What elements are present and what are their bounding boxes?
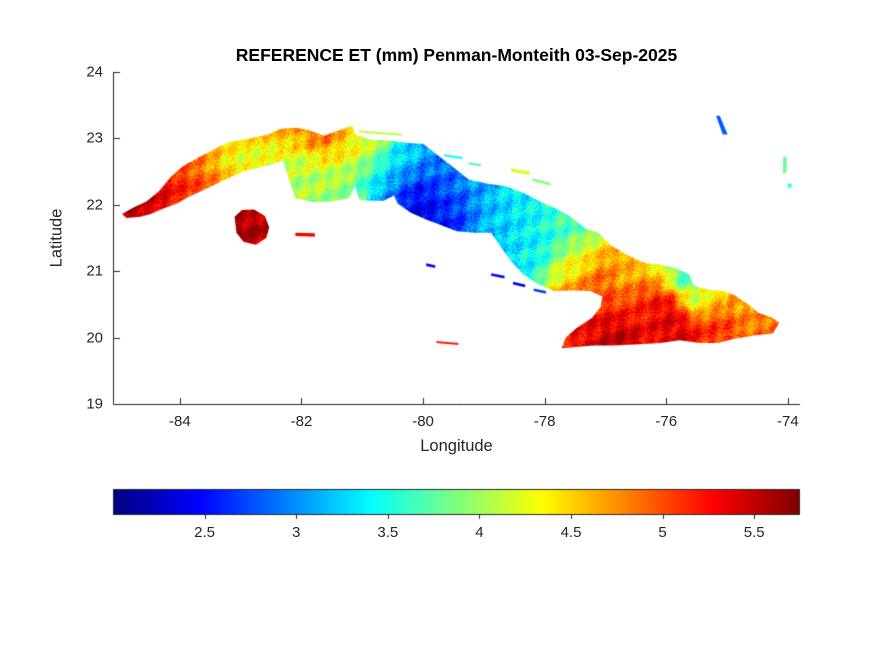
colorbar-tick-label: 5 [658, 524, 667, 541]
x-tick-label: -78 [533, 413, 556, 430]
x-tick-label: -82 [290, 413, 313, 430]
x-tick-label: -84 [169, 413, 191, 430]
x-tick-label: -80 [412, 413, 434, 430]
colorbar-tick-label: 5.5 [743, 524, 765, 541]
colorbar-tick-label: 2.5 [194, 524, 216, 541]
colorbar-tick-label: 4 [475, 524, 484, 541]
colorbar-tick-label: 3.5 [377, 524, 399, 541]
x-tick-label: -74 [776, 413, 799, 430]
y-axis-label: Latitude [47, 208, 66, 268]
colorbar-tick-label: 4.5 [560, 524, 582, 541]
y-tick-label: 21 [86, 262, 103, 280]
y-tick-label: 23 [86, 129, 103, 147]
chart-title: REFERENCE ET (mm) Penman-Monteith 03-Sep… [235, 45, 678, 65]
colorbar-tick-label: 3 [292, 524, 301, 541]
y-tick-label: 24 [86, 63, 103, 81]
y-tick-label: 20 [86, 329, 103, 347]
x-axis-label: Longitude [420, 437, 493, 455]
x-tick-label: -76 [655, 413, 678, 430]
y-tick-label: 19 [86, 395, 103, 413]
y-tick-label: 22 [86, 196, 103, 214]
